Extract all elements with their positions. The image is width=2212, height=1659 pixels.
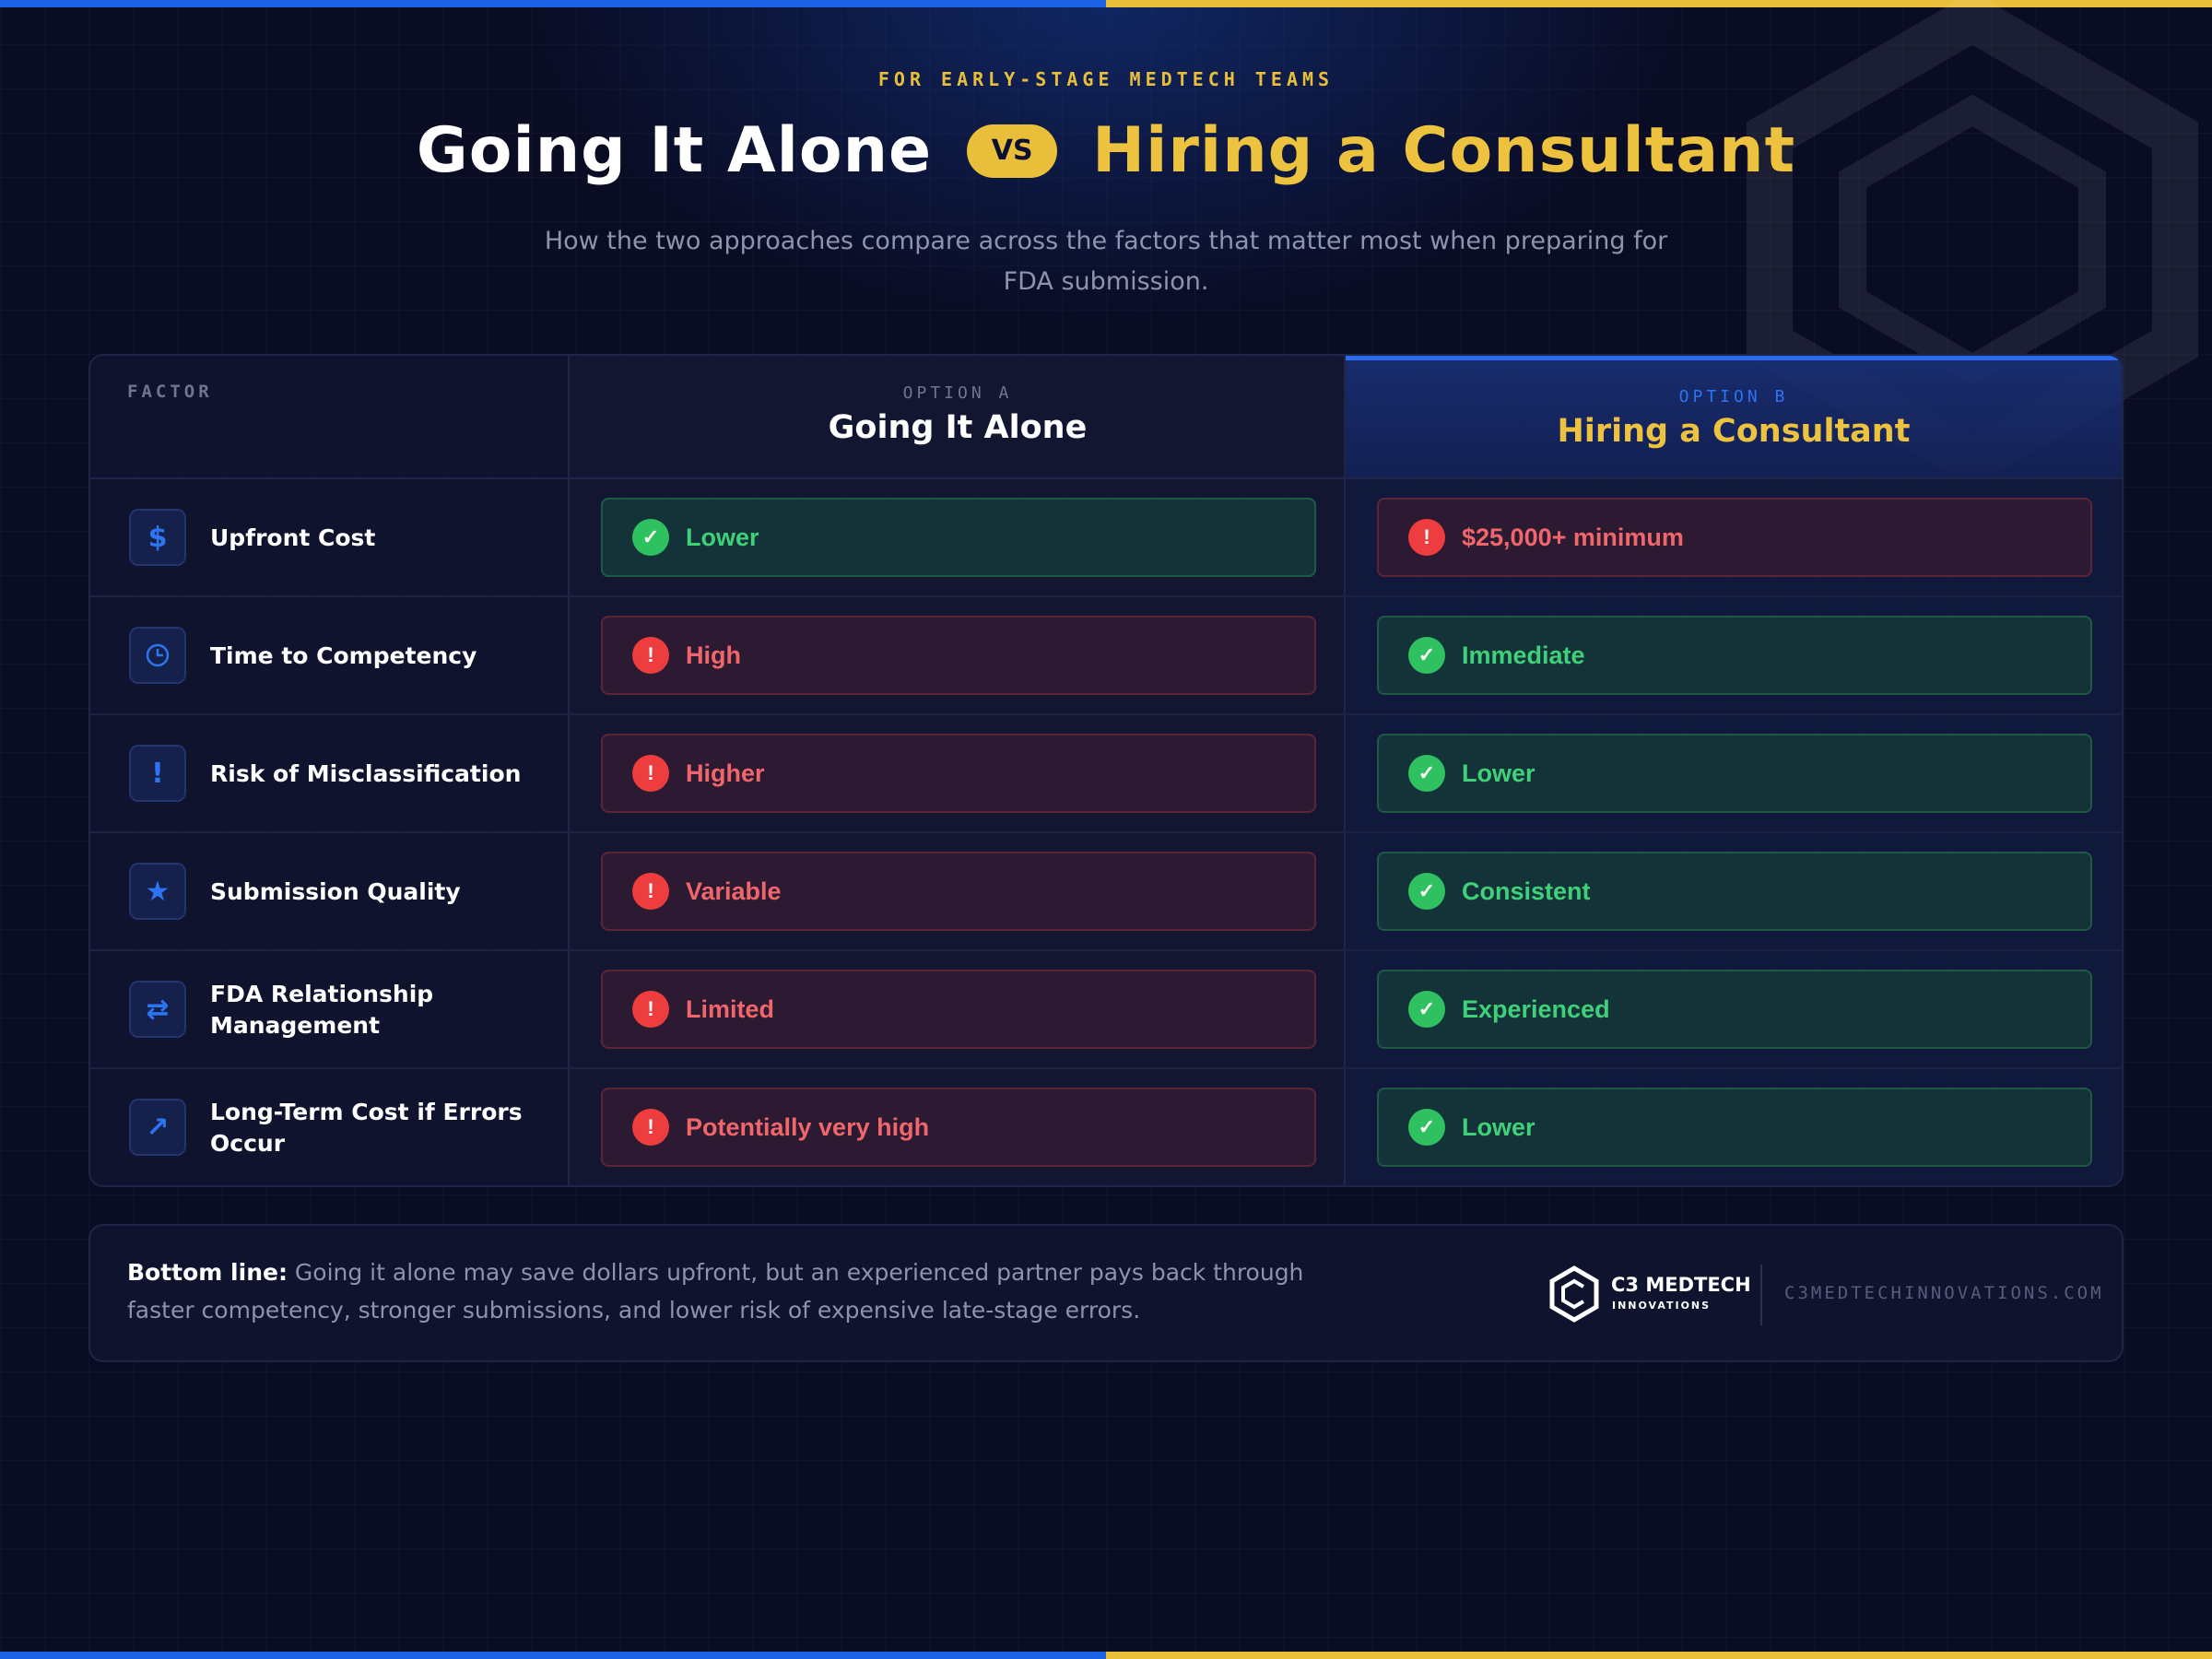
value-text: Consistent [1462, 877, 1591, 905]
value-text: Lower [686, 523, 759, 551]
warning-icon: ! [632, 873, 669, 910]
warning-icon: ! [632, 755, 669, 792]
website-link[interactable]: C3MEDTECHINNOVATIONS.COM [1784, 1283, 2104, 1303]
bottom-accent-stripe [0, 1652, 2212, 1659]
title-option-b: Hiring a Consultant [1092, 114, 1796, 187]
vs-badge: VS [967, 124, 1058, 178]
table-row: Time to Competency ! High ✓ Immediate [90, 597, 2122, 715]
option-b-label: OPTION B [1678, 387, 1789, 406]
value-text: Immediate [1462, 641, 1585, 669]
option-b-value: ✓ Immediate [1377, 616, 2092, 695]
alert-icon: ! [129, 745, 186, 802]
value-text: High [686, 641, 741, 669]
subtitle: How the two approaches compare across th… [544, 227, 1668, 296]
value-text: Lower [1462, 759, 1535, 787]
option-a-value: ! High [601, 616, 1316, 695]
c3-logo-icon [1549, 1265, 1599, 1323]
option-a-value: ! Variable [601, 852, 1316, 931]
exchange-icon: ⇄ [129, 981, 186, 1038]
option-a-label: OPTION A [902, 383, 1013, 403]
column-divider [568, 356, 570, 1185]
bottom-line-body: Going it alone may save dollars upfront,… [127, 1259, 1304, 1324]
warning-icon: ! [632, 991, 669, 1028]
value-text: Lower [1462, 1112, 1535, 1141]
brand-name: C3 MEDTECH [1611, 1274, 1751, 1296]
table-row: ! Risk of Misclassification ! Higher ✓ Low… [90, 715, 2122, 833]
value-text: Variable [686, 877, 782, 905]
table-header: FACTOR OPTION A Going It Alone OPTION B … [90, 356, 2122, 479]
option-b-value: ✓ Lower [1377, 1088, 2092, 1167]
factor-label: Long-Term Cost if Errors Occur [210, 1099, 523, 1157]
table-row: ★ Submission Quality ! Variable ✓ Consiste… [90, 833, 2122, 951]
value-text: Higher [686, 759, 765, 787]
option-b-value: ✓ Experienced [1377, 970, 2092, 1049]
option-a-value: ! Potentially very high [601, 1088, 1316, 1167]
table-row: $ Upfront Cost ✓ Lower ! $25,000+ minimum [90, 479, 2122, 597]
check-icon: ✓ [1408, 873, 1445, 910]
comparison-table: FACTOR OPTION A Going It Alone OPTION B … [88, 354, 2124, 1187]
factor-label: Time to Competency [210, 642, 477, 669]
brand-logo: C3 MEDTECH INNOVATIONS [1547, 1265, 1768, 1324]
bottom-line-label: Bottom line: [127, 1259, 288, 1286]
option-b-value: ✓ Lower [1377, 734, 2092, 813]
title-option-a: Going It Alone [416, 114, 933, 187]
page-title: Going It Alone VS Hiring a Consultant [0, 114, 2212, 187]
top-accent-stripe [0, 0, 2212, 7]
bottom-line-footer: Bottom line: Going it alone may save dol… [88, 1224, 2124, 1362]
value-text: Limited [686, 994, 775, 1023]
value-text: Experienced [1462, 994, 1610, 1023]
check-icon: ✓ [1408, 991, 1445, 1028]
dollar-icon: $ [129, 509, 186, 566]
clock-icon [129, 627, 186, 684]
option-a-value: ✓ Lower [601, 498, 1316, 577]
warning-icon: ! [632, 1109, 669, 1146]
value-text: $25,000+ minimum [1462, 523, 1684, 551]
option-a-value: ! Limited [601, 970, 1316, 1049]
table-row: ↗ Long-Term Cost if Errors Occur ! Potent… [90, 1069, 2122, 1185]
factor-label: FDA Relationship Management [210, 981, 434, 1039]
option-b-title: Hiring a Consultant [1557, 413, 1911, 450]
option-b-value: ! $25,000+ minimum [1377, 498, 2092, 577]
factor-label: Risk of Misclassification [210, 760, 522, 787]
bottom-line-text: Bottom line: Going it alone may save dol… [127, 1253, 1362, 1329]
brand-subtitle: INNOVATIONS [1612, 1300, 1712, 1312]
warning-icon: ! [1408, 519, 1445, 556]
kicker: FOR EARLY-STAGE MEDTECH TEAMS [877, 68, 1335, 90]
star-icon: ★ [129, 863, 186, 920]
factor-label: Upfront Cost [210, 524, 376, 551]
check-icon: ✓ [1408, 1109, 1445, 1146]
check-icon: ✓ [632, 519, 669, 556]
trend-arrow-icon: ↗ [129, 1099, 186, 1156]
option-b-value: ✓ Consistent [1377, 852, 2092, 931]
option-b-header [1346, 356, 2122, 479]
option-a-value: ! Higher [601, 734, 1316, 813]
option-a-title: Going It Alone [828, 409, 1088, 446]
warning-icon: ! [632, 637, 669, 674]
factor-header: FACTOR [127, 382, 213, 402]
column-divider [1344, 356, 1346, 1185]
check-icon: ✓ [1408, 755, 1445, 792]
factor-label: Submission Quality [210, 878, 461, 905]
value-text: Potentially very high [686, 1112, 930, 1141]
table-row: ⇄ FDA Relationship Management ! Limited ✓… [90, 951, 2122, 1069]
divider [1760, 1265, 1762, 1325]
check-icon: ✓ [1408, 637, 1445, 674]
